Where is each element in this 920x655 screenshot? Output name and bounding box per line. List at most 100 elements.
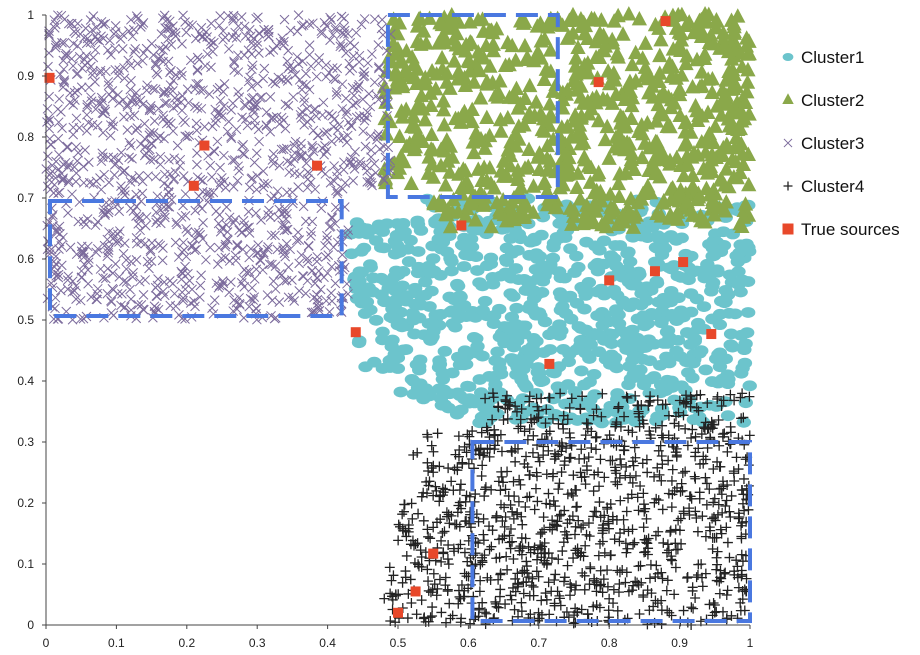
cluster3-point [240,31,251,41]
cluster2-point [414,75,431,90]
cluster3-point [206,172,217,182]
cluster4-point [628,539,639,550]
cluster3-point [307,140,317,151]
cluster1-point [456,261,472,272]
cluster3-point [255,92,266,103]
y-tick-label: 0.4 [17,374,34,388]
cluster2-point [651,138,667,153]
cluster2-point [595,27,612,42]
cluster2-point [386,25,402,40]
cluster3-point [294,169,305,180]
cluster3-point [54,149,64,160]
cluster4-point [717,429,728,440]
cluster3-point [342,130,353,141]
cluster2-point [476,50,492,65]
cluster4-point [533,412,544,423]
cluster2-point [479,172,495,188]
cluster1-point [473,387,489,399]
true-source-point [350,327,361,338]
cluster4-point [385,588,396,599]
cluster3-point [228,181,239,192]
cluster4-point [726,490,737,501]
cluster3-point [50,292,61,303]
cluster2-point [435,93,452,108]
cluster1-point [483,252,499,264]
cluster4-point [596,411,607,422]
cluster3-point [150,60,161,71]
cluster3-point [279,207,290,218]
cluster2-point [439,65,455,80]
cluster4-point [407,535,418,546]
cluster3-point [146,38,157,49]
true-source-point [188,180,199,191]
cluster4-point [418,515,429,526]
cluster2-point [631,11,648,26]
cluster4-point [434,574,445,585]
cluster1-point [375,326,390,338]
cluster4-point [416,551,427,562]
cluster3-point [180,261,190,272]
cluster3-point [296,21,307,31]
cluster3-point [268,158,279,169]
cluster4-point [690,473,701,484]
cluster4-point [721,613,732,624]
cluster4-point [554,440,565,451]
cluster3-point [238,215,249,226]
cluster4-point [642,585,653,596]
cluster4-point [565,590,576,601]
cluster1-point [589,286,605,298]
cluster3-point [90,220,101,231]
cluster3-point [159,98,170,109]
cluster3-point [325,177,336,188]
cluster2-point [599,118,615,134]
cluster2-point [605,202,621,218]
cluster4-point [480,482,491,493]
cluster3-point [232,241,243,251]
cluster3-point [103,207,114,218]
cluster1-point [598,353,614,365]
cluster2-point [653,32,669,47]
cluster2-point [691,12,708,27]
cluster3-point [118,248,129,259]
cluster1-point [357,308,373,319]
cluster1-point [664,382,680,393]
cluster3-point [63,175,74,186]
cluster1-point [487,383,503,395]
cluster3-point [190,101,200,112]
cluster3-point [288,63,299,74]
cluster3-point [170,31,181,41]
cluster4-point [553,554,564,565]
cluster3-point [247,60,258,71]
cluster3-point [300,216,311,227]
cluster4-point [729,395,740,406]
cluster3-point [151,67,162,78]
cluster4-point [550,569,561,580]
cluster1-point [590,257,605,269]
cluster4-point [576,444,587,455]
cluster2-point [713,107,729,122]
dashed-region-3 [470,440,752,623]
cluster1-point [535,211,551,223]
cluster1-point [445,367,460,379]
cluster4-point [583,518,594,529]
cluster3-point [245,293,256,304]
cluster2-point [703,151,719,167]
cluster3-point [302,182,313,193]
cluster1-point [592,244,607,256]
cluster3-point [150,171,161,182]
cluster1-point [375,334,390,346]
cluster1-point [403,234,418,246]
cluster3-point [192,159,202,170]
cluster3-point [63,162,73,173]
cluster3-point [312,256,322,267]
cluster4-point [543,488,554,499]
cluster3-point [215,95,226,106]
cluster3-point [226,105,237,115]
cluster3-point [349,90,359,101]
cluster3-point [191,118,202,129]
cluster4-point [400,572,411,583]
cluster4-point [713,414,724,425]
cluster2-point [637,135,653,150]
cluster3-point [324,109,334,119]
cluster3-point [306,266,317,276]
